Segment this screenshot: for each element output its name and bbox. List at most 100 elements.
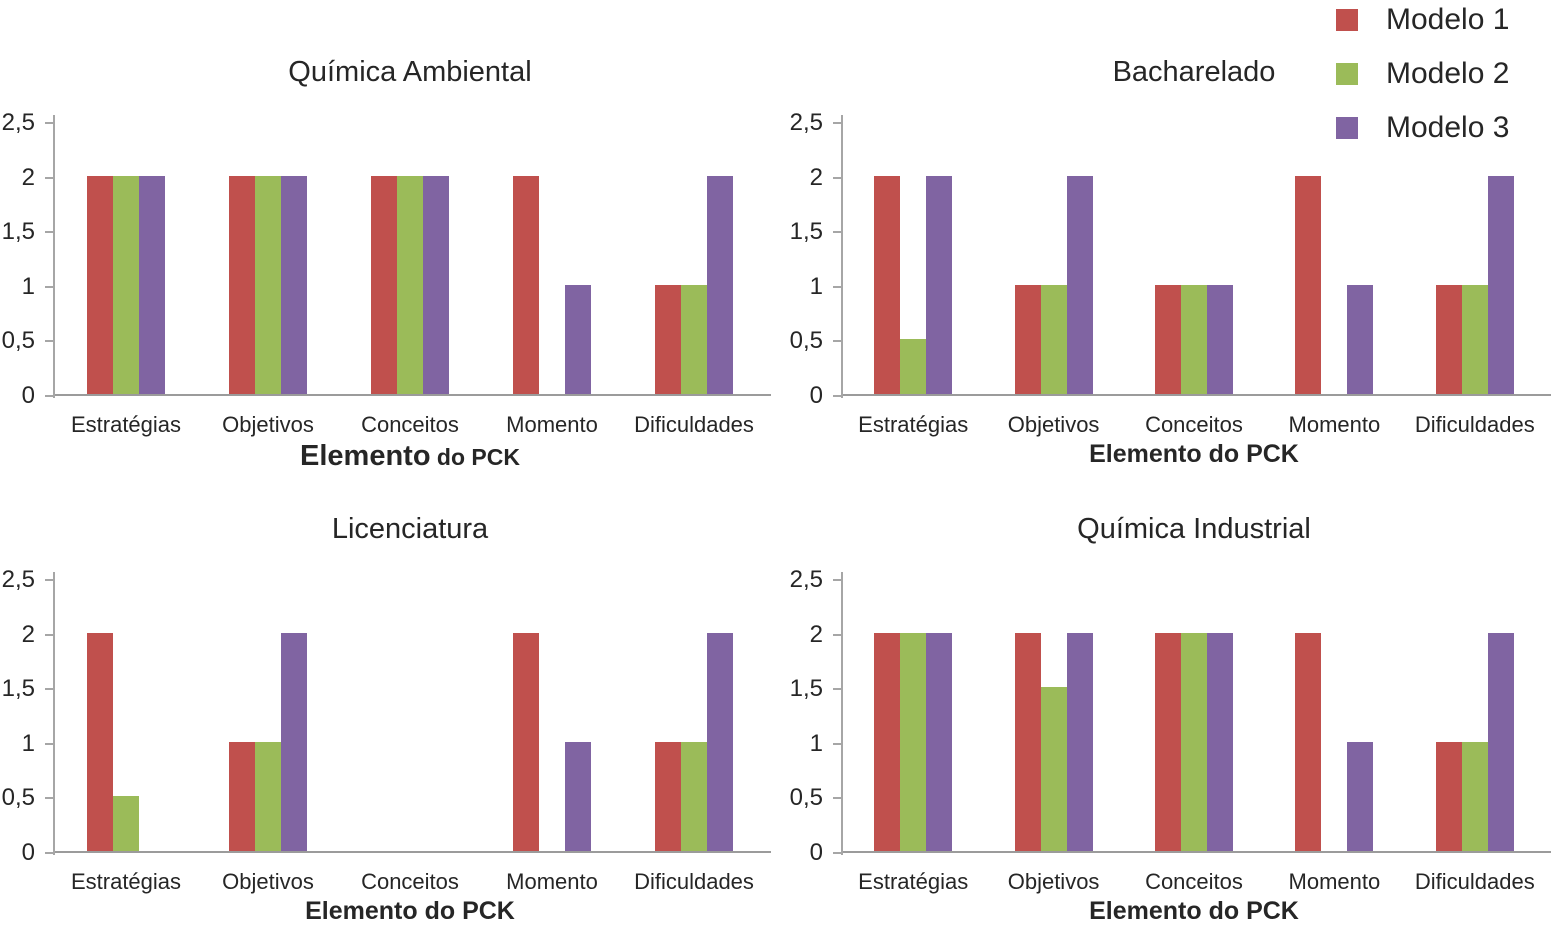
x-axis-title-word-large: Elemento xyxy=(300,440,431,472)
bar-modelo-2-estrat-gias xyxy=(113,796,139,851)
x-axis-line xyxy=(843,851,1551,853)
y-tick-mark xyxy=(833,579,841,581)
y-tick-mark xyxy=(45,797,53,800)
x-axis-line xyxy=(55,394,771,396)
plot-area: 0 0,5 1 1,5 2 2,5 Estratégias Objetivos Conceito… xyxy=(2,568,771,894)
x-axis-title-word-small: do PCK xyxy=(430,444,520,470)
bar-modelo-1-objetivos xyxy=(229,741,255,851)
y-tick-mark xyxy=(45,285,53,288)
legend-label: Modelo 2 xyxy=(1386,57,1510,90)
x-category-label: Conceitos xyxy=(361,869,459,894)
legend-item-modelo-1: Modelo 1 xyxy=(1336,3,1510,36)
bar-modelo-3-conceitos xyxy=(1207,632,1233,851)
bar-modelo-3-dificuldades xyxy=(1487,175,1514,394)
y-tick-label: 1 xyxy=(21,272,35,300)
x-category-label: Dificuldades xyxy=(1414,869,1535,894)
y-tick-label: 1,5 xyxy=(1,218,35,246)
x-category-label: Momento xyxy=(506,869,598,894)
bar-modelo-1-objetivos xyxy=(1014,284,1041,394)
bar-modelo-2-objetivos xyxy=(1040,284,1067,394)
plot-area: 0 0,5 1 1,5 2 2,5 Estratégias Objetivos Conceito… xyxy=(790,111,1551,437)
legend-swatch-icon xyxy=(1336,9,1358,31)
bar-modelo-1-estrat-gias xyxy=(87,175,113,394)
legend-label: Modelo 3 xyxy=(1386,111,1510,144)
x-axis-title: Elemento do PCK xyxy=(1089,897,1299,925)
legend-item-modelo-3: Modelo 3 xyxy=(1336,111,1510,144)
x-category-label: Dificuldades xyxy=(634,412,754,437)
bar-modelo-3-momento xyxy=(1347,284,1374,394)
y-tick-label: 2 xyxy=(21,620,35,648)
bar-modelo-3-conceitos xyxy=(1207,284,1233,394)
y-tick-label: 1,5 xyxy=(789,675,823,703)
y-tick-mark xyxy=(833,688,841,691)
plot-area: 0 0,5 1 1,5 2 2,5 Estratégias Objetivos Conceito… xyxy=(790,568,1551,894)
x-category-label: Objetivos xyxy=(222,869,314,894)
y-axis-line xyxy=(841,115,843,398)
x-category-label: Momento xyxy=(1288,412,1381,437)
y-tick-label: 0 xyxy=(21,839,35,866)
bar-modelo-2-dificuldades xyxy=(1461,741,1488,851)
bar-modelo-2-objetivos xyxy=(1040,687,1067,851)
y-tick-label: 2 xyxy=(809,163,823,191)
y-tick-mark xyxy=(45,633,53,636)
bar-modelo-1-estrat-gias xyxy=(874,632,901,851)
bar-modelo-3-estrat-gias xyxy=(139,175,165,394)
x-category-label: Dificuldades xyxy=(634,869,754,894)
bar-modelo-3-estrat-gias xyxy=(926,175,953,394)
y-tick-label: 1,5 xyxy=(789,218,823,246)
y-tick-mark xyxy=(45,579,53,581)
y-tick-label: 2,5 xyxy=(1,109,35,136)
y-tick-mark xyxy=(45,231,53,234)
chart-legend: Modelo 1 Modelo 2 Modelo 3 xyxy=(1336,3,1510,170)
x-axis-title: Elemento do PCK xyxy=(305,897,515,925)
y-tick-label: 1 xyxy=(809,729,823,757)
y-tick-mark xyxy=(833,852,841,854)
bar-modelo-1-estrat-gias xyxy=(87,632,113,851)
bar-modelo-1-conceitos xyxy=(371,175,397,394)
bar-modelo-1-momento xyxy=(1295,175,1322,394)
bar-modelo-1-dificuldades xyxy=(1435,741,1462,851)
bar-modelo-3-dificuldades xyxy=(707,175,733,394)
y-tick-label: 2,5 xyxy=(789,566,823,593)
chart-bacharelado: Bacharelado 0 0,5 1 1,5 2 2,5 Estratégias Objeti… xyxy=(775,0,1551,476)
chart-title: Química Ambiental xyxy=(288,56,532,88)
y-axis-line xyxy=(53,572,55,855)
y-tick-mark xyxy=(45,340,53,343)
x-category-label: Conceitos xyxy=(1145,412,1243,437)
bar-modelo-3-objetivos xyxy=(281,632,307,851)
bar-modelo-2-conceitos xyxy=(1181,284,1207,394)
bar-modelo-2-objetivos xyxy=(255,741,281,851)
chart-licenciatura: Licenciatura 0 0,5 1 1,5 2 2,5 Estratégias Objet… xyxy=(0,457,775,933)
chart-quimica-industrial: Química Industrial 0 0,5 1 1,5 2 2,5 Estratégia… xyxy=(775,457,1551,933)
bar-modelo-3-momento xyxy=(565,284,591,394)
y-tick-label: 2 xyxy=(21,163,35,191)
bar-modelo-2-dificuldades xyxy=(1461,284,1488,394)
y-tick-label: 0,5 xyxy=(789,327,823,355)
x-category-label: Conceitos xyxy=(361,412,459,437)
x-axis-line xyxy=(843,394,1551,396)
bar-modelo-2-conceitos xyxy=(397,175,423,394)
y-tick-label: 1 xyxy=(21,729,35,757)
y-tick-mark xyxy=(833,340,841,343)
y-axis-line xyxy=(841,572,843,855)
y-axis-line xyxy=(53,115,55,398)
bar-modelo-2-conceitos xyxy=(1181,632,1207,851)
x-axis-title: Elemento do PCK xyxy=(55,440,765,473)
legend-label: Modelo 1 xyxy=(1386,3,1510,36)
y-tick-label: 0,5 xyxy=(1,327,35,355)
chart-quimica-ambiental: Química Ambiental 0 0,5 1 1,5 2 2,5 Estratégias… xyxy=(0,0,775,476)
y-tick-label: 2,5 xyxy=(1,566,35,593)
y-tick-label: 2,5 xyxy=(789,109,823,136)
y-tick-label: 0,5 xyxy=(1,784,35,812)
bar-modelo-2-dificuldades xyxy=(681,741,707,851)
chart-title: Bacharelado xyxy=(1112,56,1276,88)
x-category-label: Conceitos xyxy=(1145,869,1243,894)
y-tick-label: 0 xyxy=(21,382,35,409)
x-category-label: Dificuldades xyxy=(1414,412,1535,437)
bar-modelo-3-dificuldades xyxy=(1487,632,1514,851)
x-category-label: Estratégias xyxy=(858,869,969,894)
y-tick-mark xyxy=(833,231,841,234)
bar-modelo-1-objetivos xyxy=(229,175,255,394)
bar-modelo-1-momento xyxy=(1295,632,1322,851)
